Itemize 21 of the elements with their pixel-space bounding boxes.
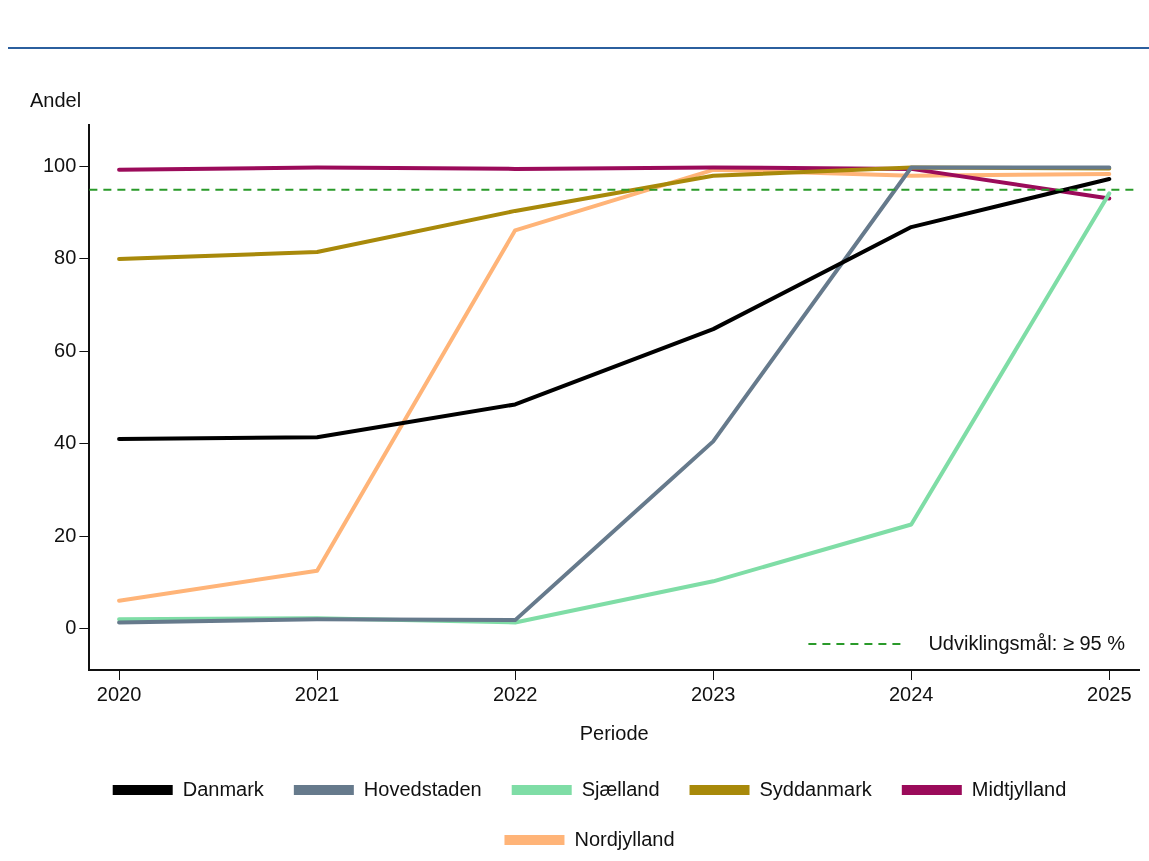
- x-tick-label: 2024: [889, 682, 934, 705]
- y-tick-label: 0: [65, 615, 77, 638]
- x-axis-title: Periode: [579, 721, 649, 744]
- y-tick-label: 100: [42, 154, 77, 177]
- legend-label: Midtjylland: [971, 777, 1067, 800]
- legend-label: Sjælland: [581, 777, 660, 800]
- legend-label: Danmark: [182, 777, 265, 800]
- y-axis-title: Andel: [30, 88, 82, 111]
- x-tick-label: 2021: [294, 682, 340, 705]
- x-tick-label: 2020: [96, 682, 142, 705]
- y-tick-label: 20: [54, 523, 77, 546]
- x-tick-label: 2023: [690, 682, 736, 705]
- x-tick-label: 2022: [492, 682, 538, 705]
- y-tick-label: 80: [54, 246, 77, 269]
- legend-label: Hovedstaden: [363, 777, 482, 800]
- y-tick-label: 60: [54, 338, 77, 361]
- legend-label: Udviklingsmål: ≥ 95 %: [928, 631, 1126, 654]
- x-tick-label: 2025: [1087, 682, 1132, 705]
- legend-label: Syddanmark: [759, 777, 873, 800]
- y-tick-label: 40: [54, 431, 77, 454]
- legend-label: Nordjylland: [574, 827, 675, 850]
